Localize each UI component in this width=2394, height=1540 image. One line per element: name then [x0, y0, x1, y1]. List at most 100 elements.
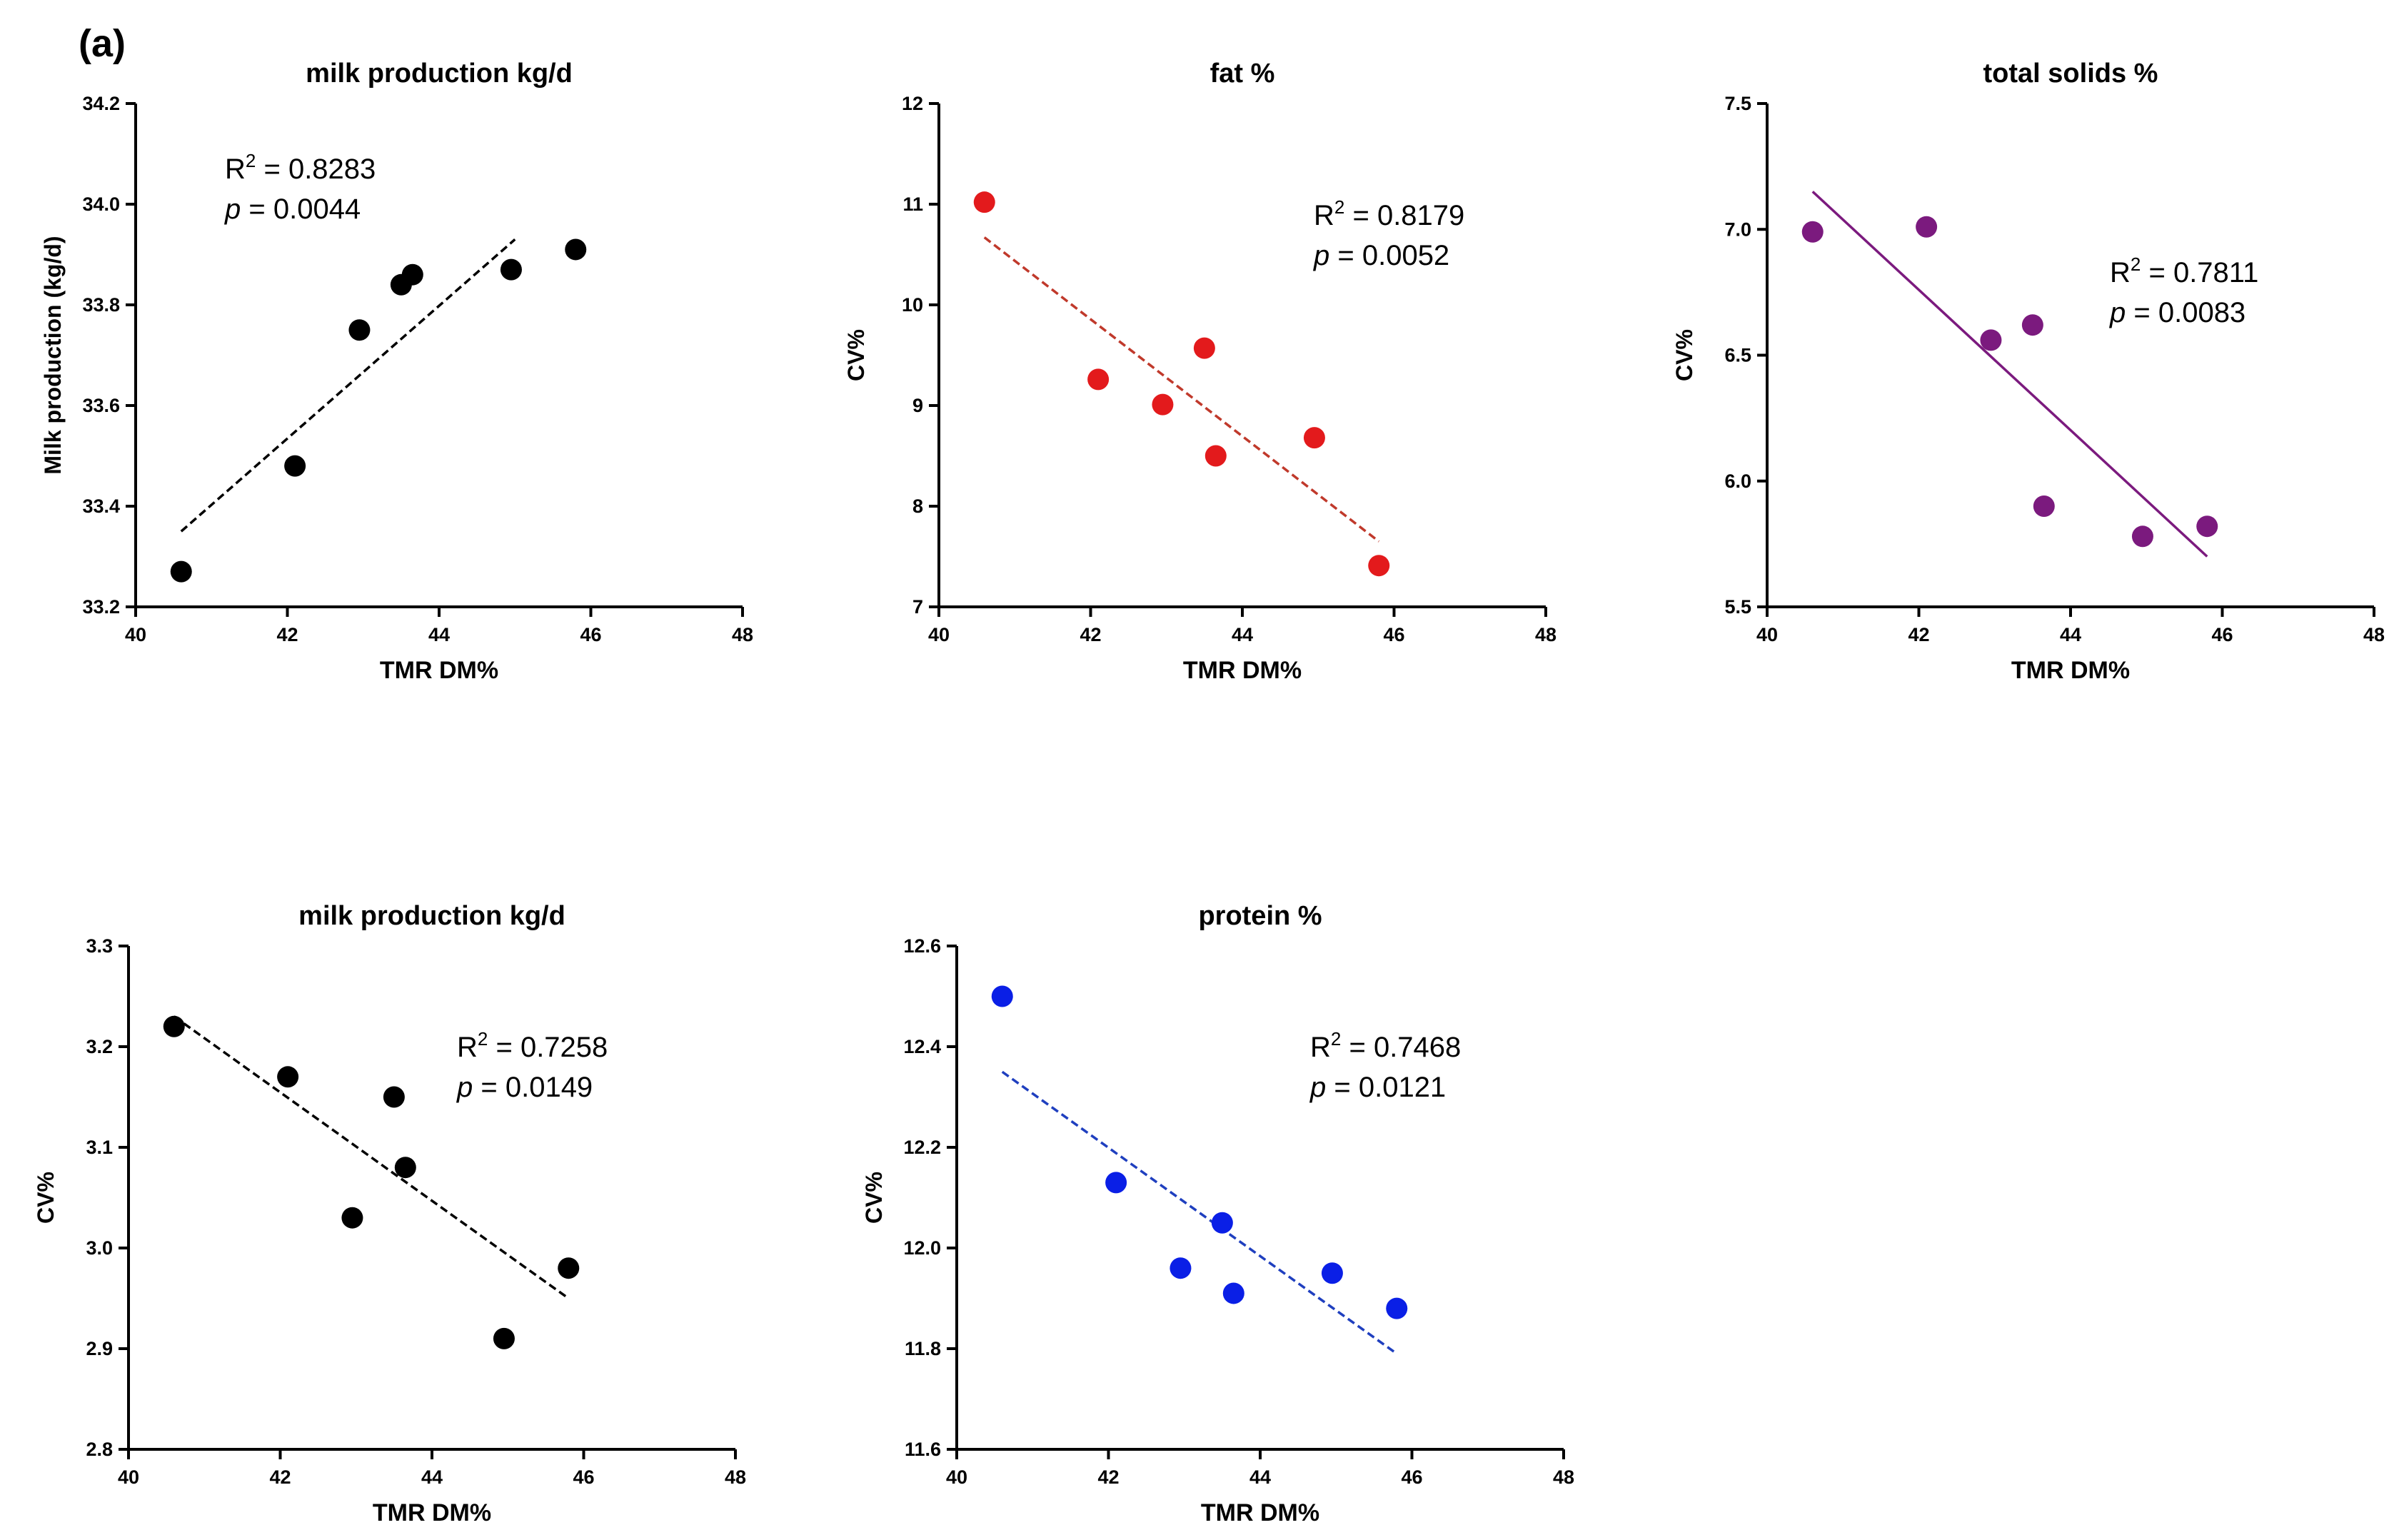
p-value: = 0.0083: [2126, 297, 2245, 328]
x-tick-label: 42: [269, 1466, 291, 1488]
x-tick-label: 42: [276, 624, 298, 645]
y-tick-label: 33.8: [82, 294, 120, 316]
chart-3: 40 42 44 46 48 5.5 6.0 6.5 7.0 7.5 total solids % T…: [1671, 59, 2385, 684]
x-tick-label: 40: [946, 1466, 967, 1488]
data-point: [1087, 368, 1110, 391]
chart-title: protein %: [1198, 901, 1322, 931]
regression-line: [983, 236, 1380, 543]
data-point: [1321, 1262, 1343, 1284]
r-squared-superscript: 2: [2131, 253, 2141, 275]
y-axis-label: Milk production (kg/d): [40, 236, 66, 474]
chart-title: fat %: [1210, 59, 1275, 89]
p-value-annotation: p = 0.0044: [224, 193, 361, 225]
x-tick-label: 44: [428, 624, 450, 645]
regression-line: [180, 238, 516, 533]
p-symbol: p: [456, 1072, 473, 1103]
data-point: [1368, 555, 1390, 577]
x-tick-label: 42: [1080, 624, 1101, 645]
data-point: [2131, 525, 2153, 548]
p-value-annotation: p = 0.0121: [1309, 1072, 1446, 1103]
chart-title: total solids %: [1983, 59, 2158, 89]
y-tick-label: 11: [902, 193, 923, 215]
p-symbol: p: [1313, 240, 1329, 271]
y-tick-label: 34.0: [82, 193, 120, 215]
r-squared-superscript: 2: [1334, 196, 1344, 218]
y-tick-label: 6.5: [1724, 345, 1751, 366]
r-squared-value: = 0.7468: [1341, 1032, 1461, 1063]
x-tick-label: 48: [725, 1466, 746, 1488]
r-squared-annotation: R2 = 0.7258: [457, 1028, 608, 1063]
data-point: [1801, 221, 1824, 243]
p-symbol: p: [2109, 297, 2126, 328]
y-tick-label: 3.0: [86, 1237, 113, 1259]
data-point: [493, 1327, 515, 1349]
regression-line: [173, 1015, 570, 1299]
p-value: = 0.0121: [1326, 1072, 1446, 1103]
p-value: = 0.0044: [241, 193, 361, 225]
y-tick-label: 12.0: [903, 1237, 941, 1259]
x-tick-label: 48: [2363, 624, 2385, 645]
y-tick-label: 5.5: [1724, 596, 1751, 618]
y-tick-label: 3.2: [86, 1036, 113, 1057]
r-squared-value: = 0.8179: [1344, 200, 1464, 231]
x-tick-label: 40: [928, 624, 950, 645]
r-squared-value: = 0.7811: [2141, 257, 2258, 288]
x-tick-label: 44: [421, 1466, 443, 1488]
y-tick-label: 12: [902, 93, 923, 114]
y-tick-label: 11.8: [905, 1338, 941, 1359]
data-point: [277, 1066, 299, 1088]
r-squared-symbol: R: [457, 1032, 478, 1063]
r-squared-symbol: R: [225, 154, 246, 185]
data-point: [500, 258, 522, 281]
y-tick-label: 12.6: [903, 935, 941, 957]
r-squared-superscript: 2: [246, 150, 256, 171]
chart-title: milk production kg/d: [306, 59, 573, 89]
x-tick-label: 44: [1232, 624, 1253, 645]
p-value-annotation: p = 0.0149: [456, 1072, 593, 1103]
data-point: [558, 1257, 580, 1279]
x-axis-label: TMR DM%: [373, 1499, 491, 1526]
y-tick-label: 33.2: [82, 596, 120, 618]
p-value: = 0.0149: [473, 1072, 593, 1103]
p-symbol: p: [224, 193, 241, 225]
y-tick-label: 12.4: [903, 1036, 941, 1057]
y-axis-label: CV%: [843, 329, 869, 381]
x-tick-label: 42: [1908, 624, 1929, 645]
x-tick-label: 44: [2060, 624, 2081, 645]
x-tick-label: 42: [1097, 1466, 1119, 1488]
x-tick-label: 48: [1553, 1466, 1574, 1488]
y-tick-label: 7.0: [1724, 218, 1751, 240]
x-axis-label: TMR DM%: [380, 657, 498, 684]
p-value-annotation: p = 0.0083: [2109, 297, 2245, 328]
r-squared-symbol: R: [1310, 1032, 1331, 1063]
data-point: [973, 191, 995, 213]
r-squared-annotation: R2 = 0.8179: [1314, 196, 1464, 231]
data-point: [284, 455, 306, 477]
chart-1: 40 42 44 46 48 33.2 33.4 33.6 33.8 34.0 34.2 milk p…: [40, 59, 753, 684]
y-tick-label: 2.8: [86, 1439, 113, 1460]
x-tick-label: 46: [573, 1466, 594, 1488]
chart-4: 40 42 44 46 48 2.8 2.9 3.0 3.1 3.2 3.3 milk product…: [33, 901, 746, 1526]
x-tick-label: 40: [1756, 624, 1778, 645]
y-axis-label: CV%: [33, 1172, 59, 1224]
data-point: [1386, 1297, 1408, 1319]
r-squared-annotation: R2 = 0.7468: [1310, 1028, 1461, 1063]
data-point: [383, 1086, 405, 1108]
data-point: [2196, 515, 2218, 538]
x-tick-label: 48: [732, 624, 753, 645]
y-axis-label: CV%: [861, 1172, 887, 1224]
data-point: [348, 319, 371, 341]
p-value-annotation: p = 0.0052: [1313, 240, 1449, 271]
r-squared-superscript: 2: [478, 1028, 488, 1050]
data-point: [1211, 1212, 1233, 1234]
data-point: [170, 560, 192, 583]
data-point: [401, 263, 423, 286]
chart-2: 40 42 44 46 48 7 8 9 10 11 12 fat % TMR DM% CV% R2 = 0…: [843, 59, 1556, 684]
y-tick-label: 7.5: [1724, 93, 1751, 114]
y-tick-label: 6.0: [1724, 470, 1751, 492]
data-point: [1152, 393, 1174, 416]
x-tick-label: 46: [580, 624, 601, 645]
data-point: [1222, 1282, 1244, 1304]
chart-5: 40 42 44 46 48 11.6 11.8 12.0 12.2 12.4 12.6 protei…: [861, 901, 1574, 1526]
y-tick-label: 33.6: [82, 395, 120, 416]
